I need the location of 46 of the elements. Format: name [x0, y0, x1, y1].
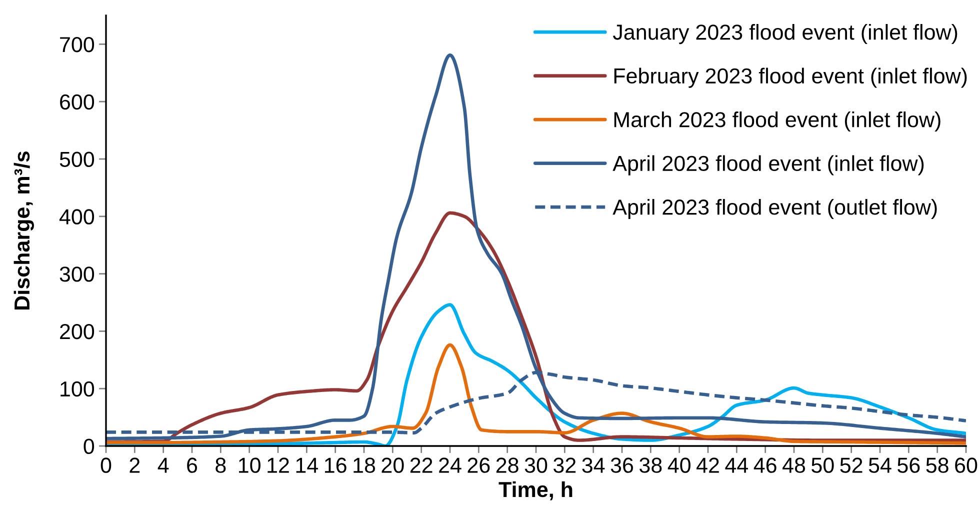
x-tick-label: 22	[410, 458, 432, 473]
y-tick-label: 500	[60, 152, 94, 168]
y-tick-label: 0	[84, 438, 94, 454]
x-tick-label: 34	[582, 458, 605, 473]
x-tick-label: 48	[782, 458, 806, 473]
legend-label: February 2023 flood event (inlet flow)	[614, 68, 967, 88]
x-tick-label: 16	[325, 458, 346, 473]
x-tick-label: 50	[812, 458, 834, 473]
x-tick-label: 36	[610, 458, 634, 473]
x-axis-title: Time, h	[498, 481, 572, 500]
x-tick-label: 56	[898, 458, 920, 473]
x-tick-label: 2	[130, 458, 140, 473]
y-tick-label: 700	[60, 36, 94, 52]
y-axis-title: Discharge, m³/s	[14, 151, 34, 310]
legend-label: March 2023 flood event (inlet flow)	[614, 111, 940, 132]
x-tick-label: 54	[868, 458, 892, 473]
x-tick-label: 28	[496, 458, 518, 473]
x-tick-label: 8	[216, 458, 226, 473]
x-tick-label: 20	[382, 458, 404, 473]
y-tick-label: 400	[59, 209, 94, 224]
y-tick-label: 200	[60, 324, 94, 340]
x-tick-label: 40	[668, 458, 690, 473]
legend-label: January 2023 flood event (inlet flow)	[612, 24, 958, 44]
x-tick-label: 38	[640, 458, 662, 473]
x-tick-label: 18	[354, 458, 376, 473]
x-tick-label: 52	[840, 458, 862, 473]
x-tick-label: 60	[955, 458, 978, 473]
x-tick-label: 12	[268, 458, 289, 473]
x-tick-label: 0	[100, 458, 112, 473]
x-tick-label: 32	[554, 458, 576, 473]
x-tick-label: 42	[696, 458, 719, 473]
x-tick-label: 46	[754, 458, 776, 473]
legend-label: April 2023 flood event (outlet flow)	[612, 198, 937, 220]
x-tick-label: 44	[725, 458, 748, 473]
x-tick-label: 10	[239, 458, 260, 473]
x-tick-label: 24	[439, 458, 462, 473]
y-tick-label: 600	[60, 94, 94, 110]
legend-label: April 2023 flood event (inlet flow)	[612, 155, 924, 176]
x-tick-label: 26	[468, 458, 490, 473]
y-tick-label: 100	[60, 381, 94, 397]
x-tick-label: 6	[187, 458, 198, 473]
y-tick-label: 300	[60, 266, 94, 282]
x-tick-label: 4	[158, 458, 169, 473]
x-tick-label: 58	[926, 458, 948, 473]
x-tick-label: 14	[296, 458, 318, 473]
x-tick-label: 30	[524, 458, 548, 473]
